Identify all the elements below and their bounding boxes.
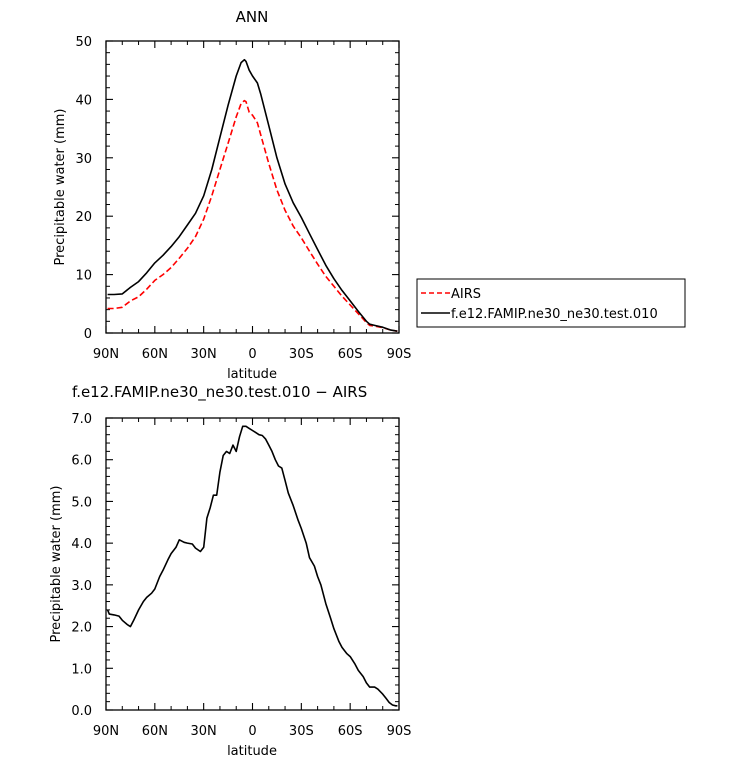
x-tick-label: 30S (289, 347, 314, 362)
y-axis-label: Precipitable water (mm) (53, 109, 68, 266)
y-tick-label: 40 (75, 93, 92, 108)
x-tick-label: 0 (248, 347, 256, 362)
plot-frame (105, 417, 400, 711)
chart-title: ANN (236, 8, 269, 26)
chart-title: f.e12.FAMIP.ne30_ne30.test.010 − AIRS (72, 383, 367, 402)
y-tick-label: 4.0 (71, 537, 92, 552)
x-tick-label: 60S (338, 724, 363, 739)
y-tick-label: 3.0 (71, 579, 92, 594)
x-axis-label: latitude (227, 744, 277, 759)
series-lines (107, 58, 398, 332)
x-tick-label: 30N (191, 724, 217, 739)
x-tick-label: 90N (93, 347, 119, 362)
y-tick-label: 0 (84, 327, 92, 342)
x-axis-ticks: 90N 60N 30N 0 30S 60S 90S (93, 41, 412, 362)
x-tick-label: 0 (248, 724, 256, 739)
legend-label-airs: AIRS (451, 287, 481, 302)
legend: AIRS f.e12.FAMIP.ne30_ne30.test.010 (416, 278, 686, 328)
x-tick-label: 60N (142, 347, 168, 362)
series-line-airs (107, 99, 398, 332)
x-tick-label: 60S (338, 347, 363, 362)
plot-frame (105, 40, 400, 334)
legend-label-model: f.e12.FAMIP.ne30_ne30.test.010 (451, 307, 658, 322)
x-tick-label: 30S (289, 724, 314, 739)
y-tick-label: 6.0 (71, 454, 92, 469)
y-axis-ticks: 0.0 1.0 2.0 3.0 4.0 5.0 6.0 7.0 (71, 412, 399, 719)
y-tick-label: 0.0 (71, 704, 92, 719)
y-axis-label: Precipitable water (mm) (49, 486, 64, 643)
y-tick-label: 1.0 (71, 662, 92, 677)
series-lines (106, 425, 398, 707)
x-axis-ticks: 90N 60N 30N 0 30S 60S 90S (93, 418, 412, 739)
y-tick-label: 30 (75, 152, 92, 167)
x-tick-label: 30N (191, 347, 217, 362)
difference-chart: f.e12.FAMIP.ne30_ne30.test.010 − AIRS 0.… (49, 383, 411, 759)
x-tick-label: 90S (387, 724, 412, 739)
series-line-f-e12-famip-ne30-ne30-test-010 (107, 58, 398, 332)
y-tick-label: 50 (75, 35, 92, 50)
x-axis-label: latitude (227, 367, 277, 382)
y-tick-label: 10 (75, 269, 92, 284)
y-tick-label: 5.0 (71, 495, 92, 510)
legend-box (416, 278, 686, 328)
x-tick-label: 90S (387, 347, 412, 362)
series-line-difference (106, 425, 398, 707)
precipitable-water-chart: ANN 0 10 20 30 40 50 90N 60N 30N 0 30S 60S 90S lati… (53, 8, 411, 382)
y-axis-ticks: 0 10 20 30 40 50 (75, 35, 399, 342)
y-tick-label: 7.0 (71, 412, 92, 427)
x-tick-label: 90N (93, 724, 119, 739)
y-tick-label: 2.0 (71, 621, 92, 636)
x-tick-label: 60N (142, 724, 168, 739)
y-tick-label: 20 (75, 210, 92, 225)
